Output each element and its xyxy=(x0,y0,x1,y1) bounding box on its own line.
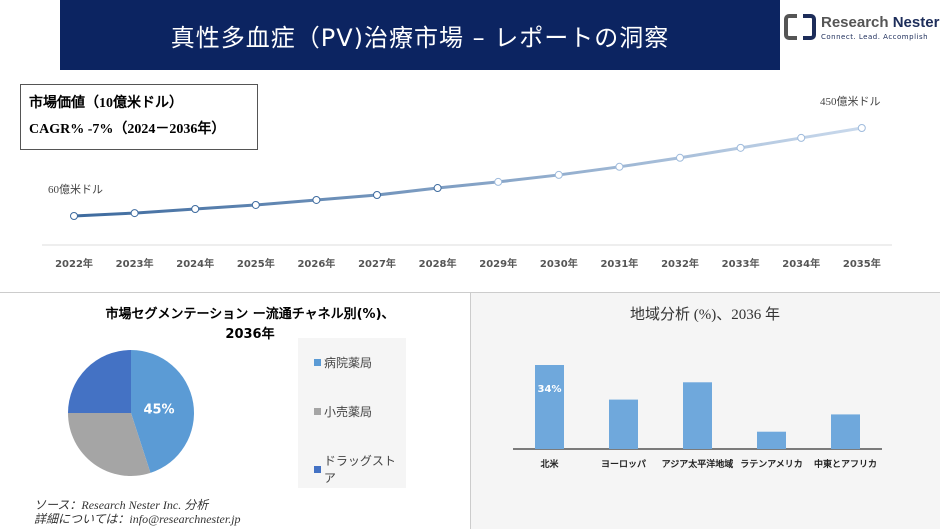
x-tick-label: 2034年 xyxy=(782,257,820,270)
x-tick-label: 2031年 xyxy=(600,257,638,270)
section-divider xyxy=(0,292,940,293)
data-point xyxy=(251,200,260,209)
data-point xyxy=(857,124,866,132)
x-tick-label: 2030年 xyxy=(540,257,578,270)
data-point xyxy=(312,195,321,204)
x-tick-label: 2029年 xyxy=(479,257,517,270)
logo-icon xyxy=(784,14,816,40)
start-value-annotation: 60億米ドル xyxy=(48,183,103,196)
legend-swatch xyxy=(314,408,321,415)
data-point xyxy=(797,133,806,142)
data-point xyxy=(130,209,139,218)
data-point xyxy=(191,205,200,214)
legend-label: ドラッグストア xyxy=(323,454,396,485)
data-point xyxy=(433,184,442,193)
x-tick-label: 2023年 xyxy=(116,257,154,270)
data-point xyxy=(70,212,78,220)
market-info-box: 市場価値（10億米ドル） CAGR% -7%（2024－2036年） xyxy=(20,84,258,150)
x-tick-label: 2025年 xyxy=(237,257,275,270)
pie-slice xyxy=(131,350,195,473)
market-value-line xyxy=(73,126,863,218)
x-tick-label: 2032年 xyxy=(661,257,699,270)
data-point xyxy=(554,170,563,179)
x-tick-label: 2024年 xyxy=(176,257,214,270)
data-point xyxy=(373,191,381,200)
market-line-chart: 2022年 2023年 2024年 2025年 2026年 2027年 2028年 2029年… xyxy=(42,95,892,270)
pie-slice xyxy=(68,413,151,477)
legend-item: ドラッグストア xyxy=(314,452,406,486)
market-value-label: 市場価値（10億米ドル） xyxy=(29,96,183,111)
cagr-label: CAGR% -7%（2024－2036年） xyxy=(29,122,226,137)
legend-label: 小売薬局 xyxy=(324,405,373,419)
legend-item: 病院薬局 xyxy=(314,354,372,371)
research-nester-logo: Research Nester Connect. Lead. Accomplis… xyxy=(783,12,940,48)
x-tick-label: 2028年 xyxy=(419,257,457,270)
bar-chart-title: 地域分析 (%)、2036 年 xyxy=(630,307,780,323)
x-tick-label: 2027年 xyxy=(358,257,396,270)
legend-item: 小売薬局 xyxy=(314,403,372,420)
x-tick-label: 2026年 xyxy=(297,257,335,270)
pie-data-label: 45% xyxy=(143,403,174,418)
page-title: 真性多血症（PV)治療市場 – レポートの洞察 xyxy=(170,23,670,52)
x-tick-label: 2033年 xyxy=(722,257,760,270)
x-tick-label: 2022年 xyxy=(55,257,93,270)
end-value-annotation: 450億米ドル xyxy=(820,95,881,108)
report-title-banner: 真性多血症（PV)治療市場 – レポートの洞察 xyxy=(60,0,780,70)
x-tick-label: 2035年 xyxy=(843,257,881,270)
legend-swatch xyxy=(314,359,321,366)
data-point xyxy=(736,143,745,152)
pie-chart-title: 市場セグメンテーション ー流通チャネル別(%)、 2036年 xyxy=(105,307,395,342)
data-point xyxy=(676,153,684,162)
source-note: ソース：Research Nester Inc. 分析 詳細については：info@… xyxy=(34,498,241,526)
legend-swatch xyxy=(314,465,321,473)
legend-label: 病院薬局 xyxy=(324,356,373,370)
data-point xyxy=(494,177,503,186)
regional-panel xyxy=(470,293,940,529)
pie-slice xyxy=(68,350,131,413)
pie-legend: 病院薬局小売薬局ドラッグストア xyxy=(298,338,406,488)
data-point xyxy=(615,162,624,171)
